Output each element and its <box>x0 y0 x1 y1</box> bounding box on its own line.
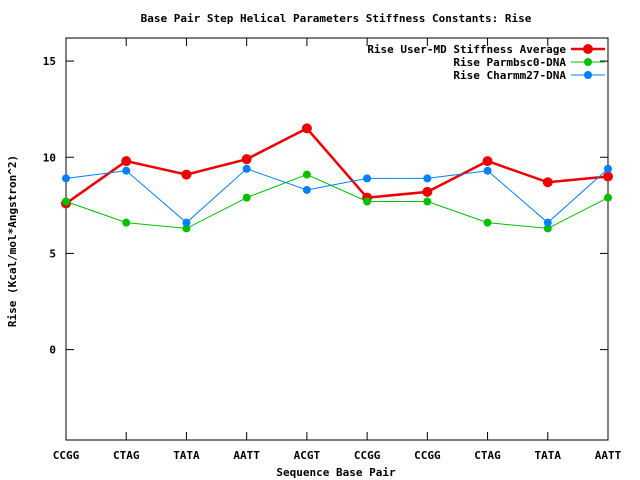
y-tick-label: 15 <box>43 55 56 68</box>
data-point <box>181 169 192 180</box>
x-tick-label: AATT <box>233 449 260 462</box>
x-tick-label: CCGG <box>53 449 80 462</box>
legend-marker <box>584 58 592 66</box>
series-line <box>65 126 609 205</box>
legend-label: Rise Parmbsc0-DNA <box>453 56 566 69</box>
data-point <box>302 185 311 194</box>
data-point <box>122 218 131 227</box>
x-tick-label: TATA <box>535 449 562 462</box>
x-tick-label: TATA <box>173 449 200 462</box>
y-axis-label: Rise (Kcal/mol*Angstron^2) <box>6 155 19 327</box>
x-tick-label: CTAG <box>474 449 501 462</box>
data-point <box>604 164 612 173</box>
data-point <box>182 224 191 233</box>
x-axis-label: Sequence Base Pair <box>276 466 396 479</box>
data-point <box>301 123 312 134</box>
series-2 <box>62 170 612 233</box>
data-point <box>543 224 552 233</box>
data-point <box>483 218 492 227</box>
data-point <box>543 218 552 227</box>
series-1 <box>61 123 613 209</box>
legend-marker <box>583 44 593 54</box>
y-tick-label: 10 <box>43 151 56 164</box>
data-point <box>363 197 372 206</box>
data-point <box>422 186 433 197</box>
data-point <box>603 171 613 182</box>
series-line <box>65 168 609 224</box>
data-point <box>302 170 311 179</box>
data-point <box>122 166 131 175</box>
y-tick-label: 0 <box>49 344 56 357</box>
data-point <box>62 174 70 183</box>
data-point <box>423 174 432 183</box>
data-point <box>423 197 432 206</box>
series-line <box>65 174 609 229</box>
x-tick-label: ACGT <box>294 449 321 462</box>
x-tick-label: CCGG <box>354 449 381 462</box>
data-point <box>182 218 191 227</box>
x-tick-label: CCGG <box>414 449 441 462</box>
plot-frame <box>65 37 609 441</box>
data-point <box>363 174 372 183</box>
y-tick-label: 5 <box>49 247 56 260</box>
series-3 <box>62 164 612 227</box>
data-point <box>241 154 252 165</box>
data-point <box>542 177 553 188</box>
legend-label: Rise User-MD Stiffness Average <box>367 43 566 56</box>
chart-title: Base Pair Step Helical Parameters Stiffn… <box>141 12 532 25</box>
data-point <box>242 164 251 173</box>
data-point <box>482 156 493 167</box>
x-tick-label: CTAG <box>113 449 140 462</box>
data-point <box>121 156 132 167</box>
legend-label: Rise Charmm27-DNA <box>453 69 566 82</box>
x-tick-label: AATT <box>595 449 622 462</box>
data-point <box>604 193 612 202</box>
data-point <box>62 197 70 206</box>
data-point <box>242 193 251 202</box>
data-point <box>483 166 492 175</box>
legend-marker <box>584 71 592 79</box>
